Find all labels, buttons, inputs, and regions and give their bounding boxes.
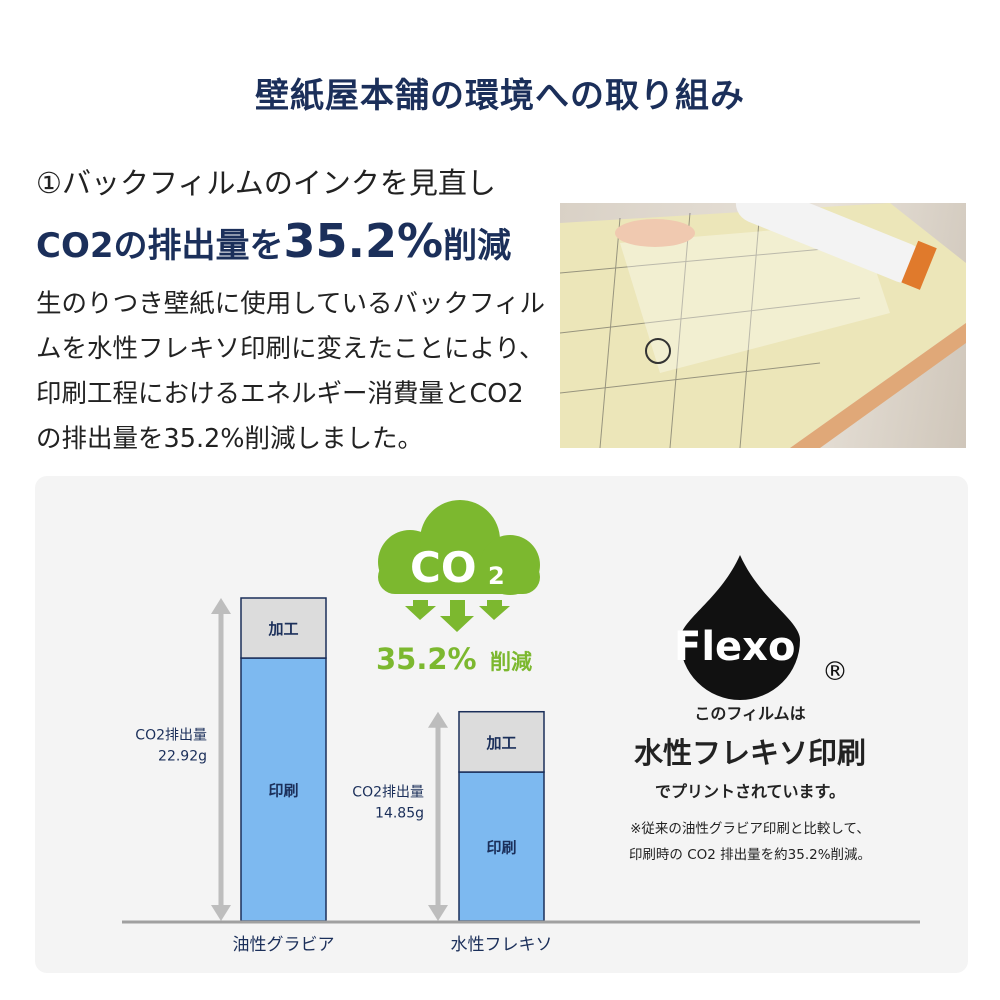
reduction-suffix: 削減 — [490, 650, 532, 674]
co2-cloud-icon: CO 2 — [378, 500, 540, 632]
bar-segment-process — [240, 597, 327, 659]
flexo-note1: ※従来の油性グラビア印刷と比較して、 — [630, 821, 870, 837]
arrow-head-up — [428, 711, 448, 728]
bar-segment-label: 加工 — [485, 734, 516, 752]
section-heading: ①バックフィルムのインクを見直し — [36, 166, 496, 200]
total-value: 22.92g — [158, 749, 207, 765]
arrow-head-down — [428, 905, 448, 921]
category-label: 水性フレキソ — [451, 935, 553, 955]
section-headline: CO2の排出量を35.2%削減 — [36, 214, 511, 268]
headline-percent: 35.2% — [283, 214, 444, 268]
category-label: 油性グラビア — [233, 935, 335, 955]
bar-segment-print — [240, 657, 327, 922]
flexo-line1: このフィルムは — [694, 704, 806, 723]
registered-mark: ® — [822, 657, 848, 687]
bar-segment-process — [458, 710, 545, 773]
flexo-line3: でプリントされています。 — [655, 782, 845, 801]
bar-segment-label: 印刷 — [268, 782, 298, 800]
page-title: 壁紙屋本舗の環境への取り組み — [255, 76, 745, 116]
arrow-head-up — [211, 598, 231, 614]
bar-segment-label: 加工 — [267, 620, 298, 638]
total-label: CO2排出量 — [135, 728, 207, 744]
bar-segment-label: 印刷 — [486, 839, 516, 857]
product-photo — [560, 203, 966, 448]
total-label: CO2排出量 — [352, 784, 424, 800]
cloud-co-label: CO — [410, 543, 477, 592]
body-text: 生のりつき壁紙に使用しているバックフィルムを水性フレキソ印刷に変えたことにより、… — [36, 289, 545, 454]
arrow-head-down — [211, 905, 231, 921]
reduction-percent: 35.2% — [376, 642, 477, 676]
flexo-logo-text: Flexo — [674, 624, 795, 670]
flexo-logo: Flexo ® — [674, 555, 848, 700]
flexo-note2: 印刷時の CO2 排出量を約35.2%削減。 — [628, 847, 872, 863]
headline-suffix: 削減 — [443, 226, 512, 266]
cloud-subscript: 2 — [488, 562, 505, 590]
headline-text: CO2の排出量を — [36, 226, 284, 266]
bar-segment-print — [458, 771, 545, 922]
total-value: 14.85g — [375, 805, 424, 821]
flexo-line2: 水性フレキソ印刷 — [633, 736, 866, 770]
wallpaper-roll-illustration — [560, 203, 966, 448]
flexo-description: このフィルムは 水性フレキソ印刷 でプリントされています。 ※従来の油性グラビア… — [580, 700, 920, 868]
